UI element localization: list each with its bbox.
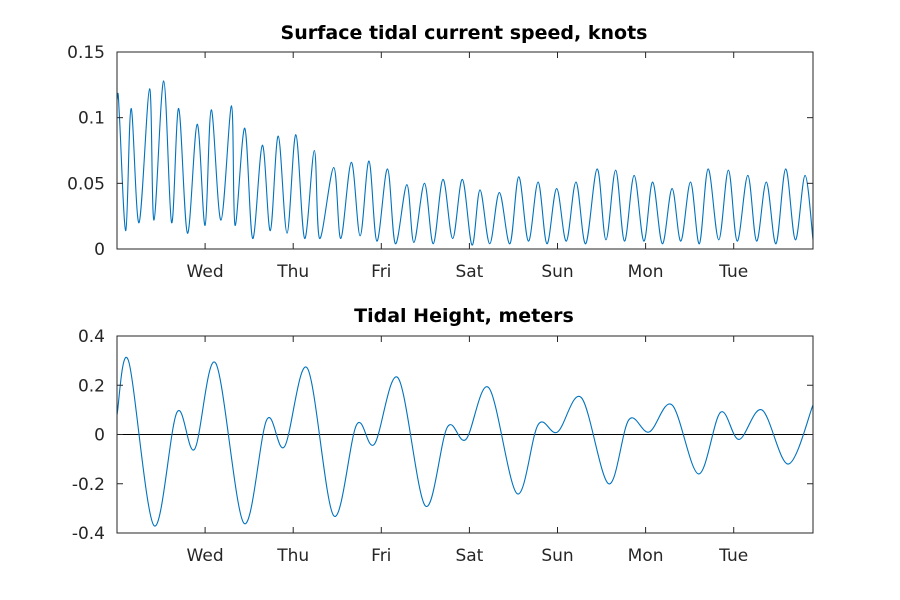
current-speed-chart: Surface tidal current speed, knots 0 0.05…: [67, 22, 814, 282]
tidal-height-ytick-label: -0.4: [72, 524, 105, 544]
tidal-height-chart-title: Tidal Height, meters: [354, 305, 574, 327]
current-speed-chart-title: Surface tidal current speed, knots: [281, 22, 648, 44]
tidal-height-ytick-label: 0.2: [78, 376, 105, 396]
current-speed-xtick-label: Mon: [628, 262, 664, 282]
tidal-height-ytick-label: -0.2: [72, 475, 105, 495]
tidal-height-chart: Tidal Height, meters -0.4 -0.2 0 0.2 0.4 Wed T…: [72, 305, 814, 566]
tidal-height-ytick-label: 0: [94, 426, 105, 446]
current-speed-xtick-label: Sat: [455, 262, 483, 282]
tidal-height-ytick-label: 0.4: [78, 327, 105, 347]
current-speed-ytick-label: 0.1: [78, 109, 105, 129]
current-speed-xtick-label: Fri: [371, 262, 391, 282]
current-speed-ytick-label: 0: [94, 240, 105, 260]
tidal-height-xtick-label: Mon: [628, 546, 664, 566]
tidal-height-xtick-label: Tue: [718, 546, 748, 566]
tidal-height-xtick-label: Fri: [371, 546, 391, 566]
tidal-height-xtick-label: Wed: [187, 546, 224, 566]
current-speed-plot-frame: [116, 51, 814, 250]
tidal-height-xtick-label: Sun: [541, 546, 573, 566]
tidal-height-plot-frame: [116, 335, 814, 534]
current-speed-ytick-label: 0.15: [67, 43, 105, 63]
tidal-height-xtick-label: Thu: [276, 546, 309, 566]
tidal-height-xtick-label: Sat: [455, 546, 483, 566]
current-speed-xtick-label: Thu: [276, 262, 309, 282]
current-speed-ytick-label: 0.05: [67, 174, 105, 194]
current-speed-xtick-label: Sun: [541, 262, 573, 282]
current-speed-xtick-label: Tue: [718, 262, 748, 282]
current-speed-xtick-label: Wed: [187, 262, 224, 282]
current-speed-series-line: [116, 80, 814, 246]
tidal-height-series-line: [116, 356, 814, 527]
